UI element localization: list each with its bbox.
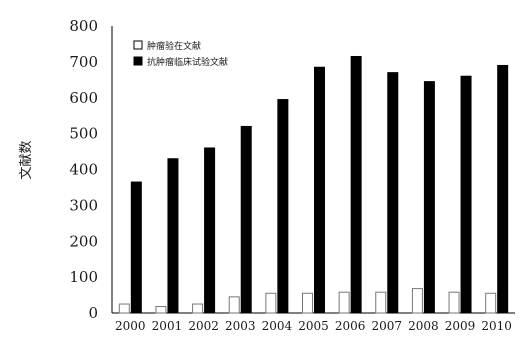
bar-series-1	[375, 291, 387, 314]
bar-series-2	[204, 147, 216, 314]
bar-series-2	[460, 75, 472, 314]
legend: 肿瘤验在文献 抗肿瘤临床试验文献	[133, 40, 228, 68]
bar-series-1	[302, 292, 313, 314]
bar-series-1	[228, 296, 240, 314]
y-tick-label: 200	[69, 232, 98, 250]
y-tick-label: 800	[69, 17, 98, 35]
plot-area	[111, 26, 515, 314]
bar-series-1	[485, 292, 497, 314]
bar-series-1	[411, 288, 423, 314]
bar-series-2	[167, 158, 179, 314]
x-tick-label: 2000	[115, 319, 146, 333]
y-tick-label: 400	[69, 161, 98, 179]
x-tick-label: 2006	[335, 319, 366, 333]
y-axis-label: 文献数	[19, 140, 34, 179]
x-tick-label: 2009	[445, 319, 476, 333]
y-tick-label: 0	[88, 304, 98, 322]
y-tick-label: 700	[69, 53, 98, 71]
bar-series-2	[314, 66, 325, 314]
bar-series-2	[497, 64, 509, 314]
legend-label-series-2: 抗肿瘤临床试验文献	[147, 56, 228, 68]
y-tick-label: 500	[69, 125, 98, 143]
x-tick-label: 2007	[371, 319, 402, 333]
bar-series-2	[277, 99, 289, 314]
x-tick-label: 2004	[262, 319, 293, 333]
bar-series-1	[338, 291, 350, 314]
y-tick-labels: 0 100 200 300 400 500 600 700 800	[69, 17, 98, 322]
x-tick-label: 2008	[408, 319, 439, 333]
legend-swatch-series-1	[133, 40, 143, 50]
bar-series-1	[448, 291, 460, 314]
x-tick-label: 2002	[188, 319, 219, 333]
y-tick-label: 600	[69, 89, 98, 107]
x-tick-label: 2003	[225, 319, 256, 333]
bar-series-1	[118, 303, 130, 314]
bar-series-2	[423, 81, 435, 314]
bar-series-2	[387, 72, 399, 314]
bars	[118, 55, 509, 314]
legend-swatch-series-2	[133, 56, 143, 66]
bar-series-2	[350, 55, 362, 314]
bar-series-2	[130, 181, 142, 314]
x-tick-label: 2001	[152, 319, 183, 333]
y-tick-label: 100	[69, 268, 98, 286]
bar-series-1	[265, 292, 277, 314]
bar-series-1	[192, 303, 204, 314]
x-tick-label: 2005	[298, 319, 329, 333]
y-tick-label: 300	[69, 196, 98, 214]
x-tick-label: 2010	[481, 319, 512, 333]
legend-label-series-1: 肿瘤验在文献	[147, 40, 201, 52]
bar-series-1	[155, 306, 167, 314]
bar-series-2	[240, 125, 252, 314]
x-tick-labels: 2000 2001 2002 2003 2004 2005 2006 2007 2008 2009…	[115, 319, 512, 333]
